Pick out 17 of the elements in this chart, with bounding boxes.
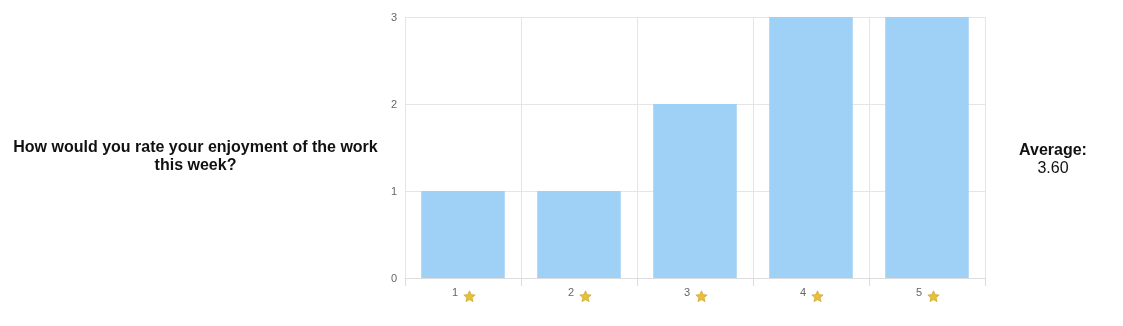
bar [421,191,505,278]
bar [885,17,969,278]
text: How would you rate your enjoyment of the work this week? [12,138,379,174]
bar [653,104,737,278]
y-tick-label: 3 [390,11,397,23]
x-tick-label: 3 [683,285,691,298]
x-tick-label: 2 [567,285,575,298]
x-tick-label: 5 [915,285,923,298]
y-tick-label: 1 [390,185,397,197]
x-tick-label: 1 [451,285,459,298]
bar [537,191,621,278]
text: Average: [1018,141,1088,159]
y-tick-label: 2 [390,98,397,110]
bar [769,17,853,278]
y-tick-label: 0 [390,272,397,284]
x-tick-label: 4 [799,285,807,298]
text: 3.60 [1036,159,1070,177]
